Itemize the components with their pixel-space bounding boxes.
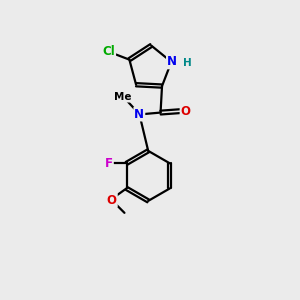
Text: F: F [105,157,113,170]
Text: N: N [167,55,177,68]
Text: Me: Me [114,92,132,102]
Text: O: O [107,194,117,207]
Text: Cl: Cl [102,45,115,58]
Text: N: N [134,107,144,121]
Text: H: H [182,58,191,68]
Text: O: O [181,105,190,118]
